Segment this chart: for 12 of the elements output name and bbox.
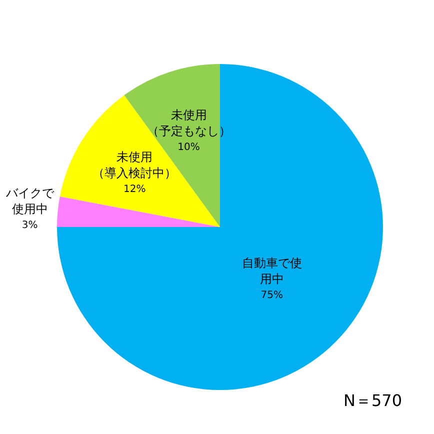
data-label: 3%: [22, 220, 38, 232]
pie-slice: [57, 64, 383, 390]
slice-label: 未使用（予定もなし）: [146, 108, 231, 138]
slice-label: 未使用（導入検討中）: [92, 150, 177, 180]
text: N＝570: [343, 391, 402, 410]
slice-label: 自動車で使用中: [242, 256, 302, 286]
pie-slice: [60, 95, 220, 227]
pie-slice: [57, 196, 220, 227]
data-label: 10%: [178, 142, 200, 153]
data-label: 75%: [260, 290, 283, 301]
slice-label: バイクで使用中: [4, 186, 55, 216]
data-label: 12%: [124, 184, 146, 195]
